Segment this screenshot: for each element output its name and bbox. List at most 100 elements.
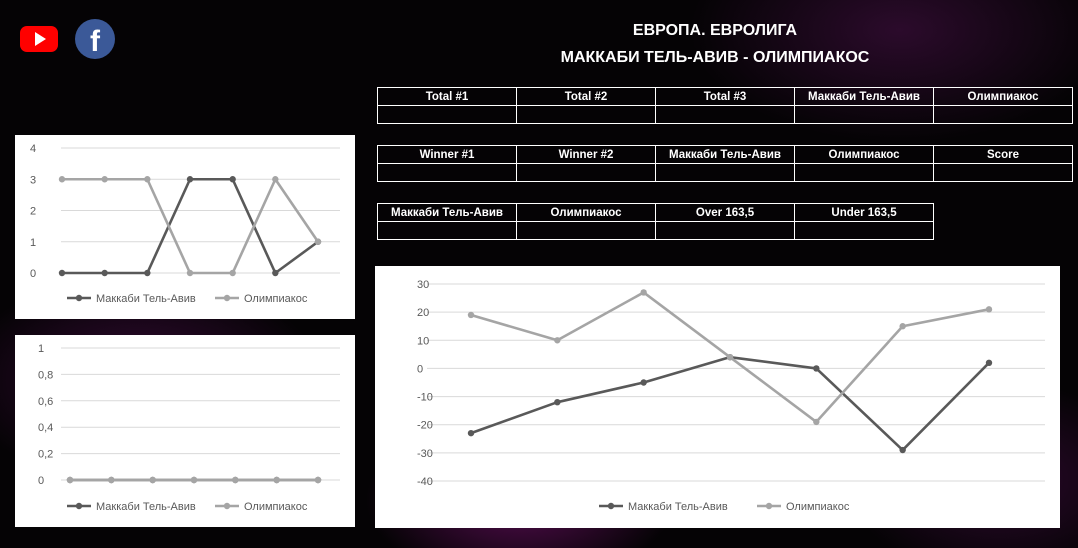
data-point xyxy=(272,269,279,277)
data-point xyxy=(813,365,820,372)
table-cell xyxy=(933,163,1073,182)
y-tick-label: 0 xyxy=(417,363,423,375)
table-cell xyxy=(794,105,934,124)
legend-marker xyxy=(607,502,615,510)
data-point xyxy=(314,476,322,484)
y-tick-label: 0,8 xyxy=(38,369,53,381)
table-cell xyxy=(655,105,795,124)
series-line xyxy=(470,355,990,452)
y-tick-label: 1 xyxy=(30,237,36,249)
y-tick-label: -10 xyxy=(417,392,433,404)
legend-label: Олимпиакос xyxy=(786,501,850,513)
data-point xyxy=(66,476,74,484)
data-point xyxy=(813,418,820,426)
y-tick-label: 0,2 xyxy=(38,449,53,461)
data-point xyxy=(273,476,280,484)
data-point xyxy=(726,353,734,361)
data-point xyxy=(186,269,194,277)
data-point xyxy=(467,311,475,319)
y-tick-label: -20 xyxy=(417,420,433,432)
chart-panel-3: -40 -30 -20 -10 0 10 20 30 Маккаби Тель-Авив Олим… xyxy=(375,266,1060,528)
y-tick-label: 30 xyxy=(417,279,429,291)
youtube-icon[interactable] xyxy=(18,18,60,60)
table-header: Total #1 xyxy=(377,87,517,106)
legend-label: Маккаби Тель-Авив xyxy=(96,293,196,305)
table-cell xyxy=(377,163,517,182)
data-point xyxy=(985,359,993,366)
totals-table: Total #1 Total #2 Total #3 Маккаби Тель-… xyxy=(377,87,1073,124)
table-cell xyxy=(933,105,1073,124)
data-point xyxy=(58,176,66,183)
data-point xyxy=(229,176,236,183)
table-header: Олимпиакос xyxy=(794,145,934,164)
data-point xyxy=(640,379,647,386)
data-point xyxy=(190,476,198,484)
table-cell xyxy=(377,105,517,124)
table-header: Over 163,5 xyxy=(655,203,795,222)
data-point xyxy=(58,269,66,277)
y-tick-label: 2 xyxy=(30,206,36,218)
legend-marker xyxy=(223,502,231,510)
winners-table: Winner #1 Winner #2 Маккаби Тель-Авив Ол… xyxy=(377,145,1073,182)
data-point xyxy=(554,399,561,406)
table-header: Under 163,5 xyxy=(794,203,934,222)
data-point xyxy=(272,176,279,183)
y-tick-label: 3 xyxy=(30,174,36,186)
y-tick-label: 0,4 xyxy=(38,422,53,434)
line-chart-3: -40 -30 -20 -10 0 10 20 30 Маккаби Тель-Авив Олим… xyxy=(417,279,1045,513)
table-header: Total #2 xyxy=(516,87,656,106)
over-under-table: Маккаби Тель-Авив Олимпиакос Over 163,5 … xyxy=(377,203,934,240)
svg-text:f: f xyxy=(90,25,101,58)
table-cell xyxy=(794,163,934,182)
y-tick-label: 0 xyxy=(30,268,36,280)
y-tick-label: -30 xyxy=(417,448,433,460)
table-header: Total #3 xyxy=(655,87,795,106)
data-point xyxy=(640,289,647,296)
data-point xyxy=(467,429,475,437)
series-line xyxy=(62,177,320,275)
data-point xyxy=(232,476,239,484)
legend-label: Маккаби Тель-Авив xyxy=(96,501,196,513)
table-header: Маккаби Тель-Авив xyxy=(377,203,517,222)
league-title: ЕВРОПА. ЕВРОЛИГА xyxy=(632,22,798,39)
table-cell xyxy=(794,221,934,240)
data-point xyxy=(108,476,115,484)
y-tick-label: 20 xyxy=(417,307,429,319)
match-title: МАККАБИ ТЕЛЬ-АВИВ - ОЛИМПИАКОС xyxy=(560,49,870,66)
table-cell xyxy=(377,221,517,240)
y-tick-label: 1 xyxy=(38,343,44,355)
chart-panel-2: 0 0,2 0,4 0,6 0,8 1 Маккаби Тель-Авив Олимпиако… xyxy=(15,335,355,527)
data-point xyxy=(554,337,561,344)
legend-label: Олимпиакос xyxy=(244,501,308,513)
table-cell xyxy=(516,105,656,124)
chart-panel-1: 0 1 2 3 4 Маккаби Тель-Авив Олимпиакос xyxy=(15,135,355,319)
data-point xyxy=(899,446,906,454)
table-header: Score xyxy=(933,145,1073,164)
data-point xyxy=(101,176,108,183)
y-tick-label: 0 xyxy=(38,475,44,487)
data-point xyxy=(144,176,151,183)
series-line xyxy=(62,177,319,275)
y-tick-label: 4 xyxy=(30,143,36,155)
legend-marker xyxy=(75,294,83,302)
legend-marker xyxy=(223,294,231,302)
legend-label: Олимпиакос xyxy=(244,293,308,305)
data-point xyxy=(101,269,108,277)
table-header: Олимпиакос xyxy=(933,87,1073,106)
data-point xyxy=(314,238,322,245)
table-cell xyxy=(516,221,656,240)
table-header: Winner #1 xyxy=(377,145,517,164)
data-point xyxy=(985,306,993,313)
table-cell xyxy=(655,163,795,182)
line-chart-1: 0 1 2 3 4 Маккаби Тель-Авив Олимпиакос xyxy=(30,143,340,305)
table-cell xyxy=(655,221,795,240)
legend-marker xyxy=(75,502,83,510)
table-header: Маккаби Тель-Авив xyxy=(794,87,934,106)
facebook-icon[interactable]: f xyxy=(74,18,116,60)
data-point xyxy=(144,269,151,277)
y-tick-label: -40 xyxy=(417,476,433,488)
table-header: Winner #2 xyxy=(516,145,656,164)
data-point xyxy=(186,176,194,183)
data-point xyxy=(229,269,236,277)
legend-label: Маккаби Тель-Авив xyxy=(628,501,728,513)
